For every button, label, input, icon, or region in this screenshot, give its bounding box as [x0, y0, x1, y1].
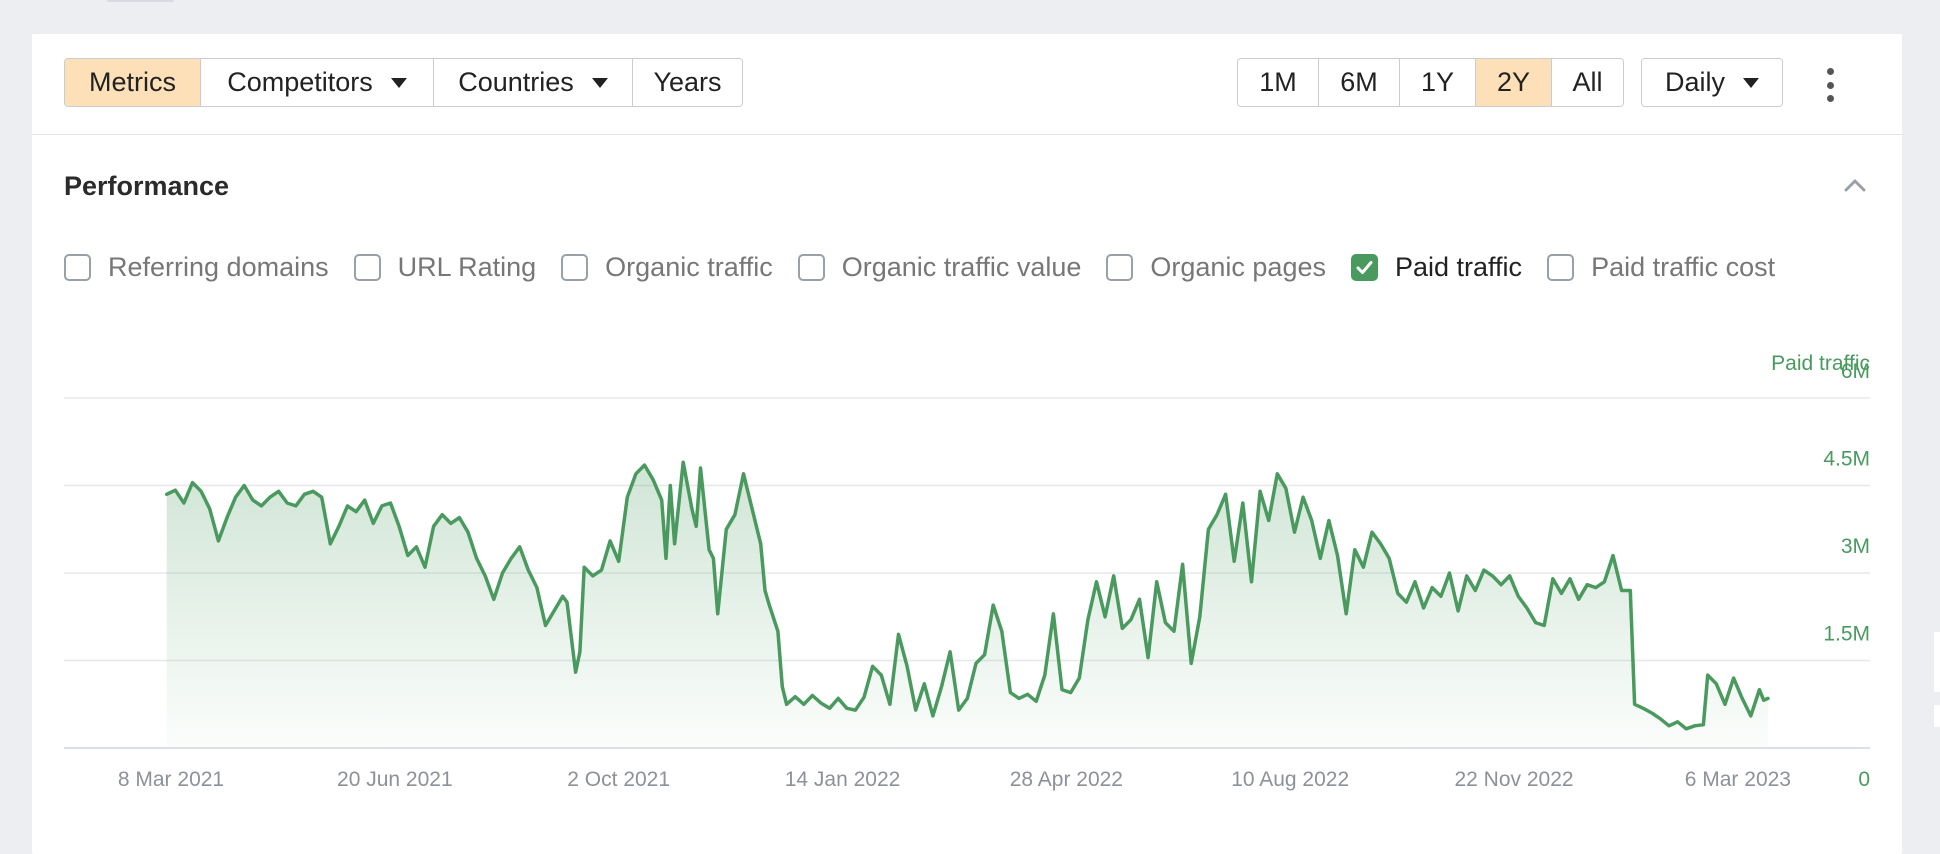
metric-url-rating[interactable]: URL Rating [353, 251, 537, 283]
countries-dropdown[interactable]: Countries [434, 59, 633, 106]
metric-label: URL Rating [397, 251, 537, 282]
checkbox-checked[interactable] [1350, 253, 1378, 281]
metrics-button[interactable]: Metrics [65, 59, 201, 106]
x-tick-label: 28 Apr 2022 [1010, 768, 1123, 791]
y-tick-label: 4.5M [1823, 448, 1870, 471]
range-all-button[interactable]: All [1552, 59, 1623, 106]
y-axis-label: Paid traffic [1771, 352, 1870, 375]
countries-label: Countries [458, 67, 574, 97]
x-axis-ticks: 8 Mar 2021 20 Jun 2021 2 Oct 2021 14 Jan 20… [118, 768, 1791, 791]
metric-label: Organic traffic value [841, 251, 1082, 282]
metric-label: Paid traffic cost [1591, 251, 1776, 282]
range-all-label: All [1572, 67, 1603, 97]
x-tick-label: 22 Nov 2022 [1454, 768, 1573, 791]
caret-down-icon [591, 77, 608, 88]
chevron-up-icon[interactable] [1844, 174, 1866, 196]
range-2y-button[interactable]: 2Y [1476, 59, 1552, 106]
x-tick-label: 6 Mar 2023 [1685, 768, 1791, 791]
toolbar: Metrics Competitors Countries Years 1M 6… [32, 34, 1902, 135]
metric-organic-traffic-value[interactable]: Organic traffic value [797, 251, 1082, 283]
years-label: Years [653, 67, 722, 97]
paid-traffic-chart: Paid traffic 0 1.5M 3M 4.5M 6M 8 Mar 2021 20 … [64, 352, 1870, 791]
paid-traffic-area [166, 462, 1769, 748]
x-tick-label: 10 Aug 2022 [1231, 768, 1349, 791]
granularity-dropdown[interactable]: Daily [1642, 59, 1782, 106]
range-6m-label: 6M [1340, 67, 1378, 97]
years-button[interactable]: Years [633, 59, 742, 106]
y-axis-ticks: 0 1.5M 3M 4.5M 6M [1823, 360, 1870, 791]
x-tick-label: 8 Mar 2021 [118, 768, 224, 791]
paid-traffic-line [164, 460, 1770, 731]
metric-paid-traffic-cost[interactable]: Paid traffic cost [1547, 252, 1775, 283]
metric-organic-pages[interactable]: Organic pages [1106, 252, 1326, 283]
y-tick-label: 1.5M [1823, 623, 1870, 646]
metric-label: Referring domains [108, 251, 329, 282]
competitors-label: Competitors [227, 67, 373, 97]
top-tab-edge [107, 0, 174, 2]
x-tick-label: 20 Jun 2021 [337, 768, 453, 791]
metric-selector: Referring domains URL Rating Organic tra… [64, 250, 1800, 284]
metric-paid-traffic[interactable]: Paid traffic [1350, 251, 1523, 283]
range-1m-button[interactable]: 1M [1238, 59, 1319, 106]
checkmark-icon [1356, 260, 1373, 274]
range-2y-label: 2Y [1496, 67, 1531, 97]
section-title: Performance [64, 171, 230, 201]
y-tick-label: 0 [1858, 768, 1870, 791]
range-1y-button[interactable]: 1Y [1400, 59, 1476, 106]
checkbox[interactable] [561, 253, 589, 281]
adjacent-panel-edge-2 [1934, 705, 1940, 727]
checkbox[interactable] [797, 253, 825, 281]
y-tick-label: 6M [1841, 360, 1870, 383]
view-button-group: Metrics Competitors Countries Years [64, 58, 743, 107]
checkbox[interactable] [64, 253, 91, 281]
range-button-group: 1M 6M 1Y 2Y All [1237, 58, 1624, 107]
range-1y-label: 1Y [1420, 67, 1455, 97]
performance-card: Metrics Competitors Countries Years 1M 6… [32, 34, 1902, 854]
checkbox[interactable] [1106, 253, 1134, 281]
checkbox[interactable] [1547, 253, 1575, 281]
caret-down-icon [390, 77, 407, 88]
kebab-vertical-icon[interactable] [1822, 68, 1838, 102]
granularity-label: Daily [1664, 67, 1725, 97]
metric-referring-domains[interactable]: Referring domains [64, 252, 329, 283]
competitors-dropdown[interactable]: Competitors [201, 59, 434, 106]
metric-label: Organic traffic [605, 251, 773, 282]
metrics-button-label: Metrics [89, 67, 176, 97]
x-tick-label: 2 Oct 2021 [567, 768, 670, 791]
metric-label: Organic pages [1150, 251, 1326, 282]
y-tick-label: 3M [1841, 535, 1870, 558]
range-1m-label: 1M [1259, 67, 1297, 97]
granularity-group: Daily [1641, 58, 1783, 107]
adjacent-panel-edge [1934, 632, 1940, 692]
x-tick-label: 14 Jan 2022 [785, 768, 901, 791]
metric-label: Paid traffic [1394, 251, 1523, 282]
range-6m-button[interactable]: 6M [1319, 59, 1400, 106]
metric-organic-traffic[interactable]: Organic traffic [561, 252, 773, 283]
checkbox[interactable] [353, 253, 381, 281]
caret-down-icon [1743, 77, 1759, 88]
